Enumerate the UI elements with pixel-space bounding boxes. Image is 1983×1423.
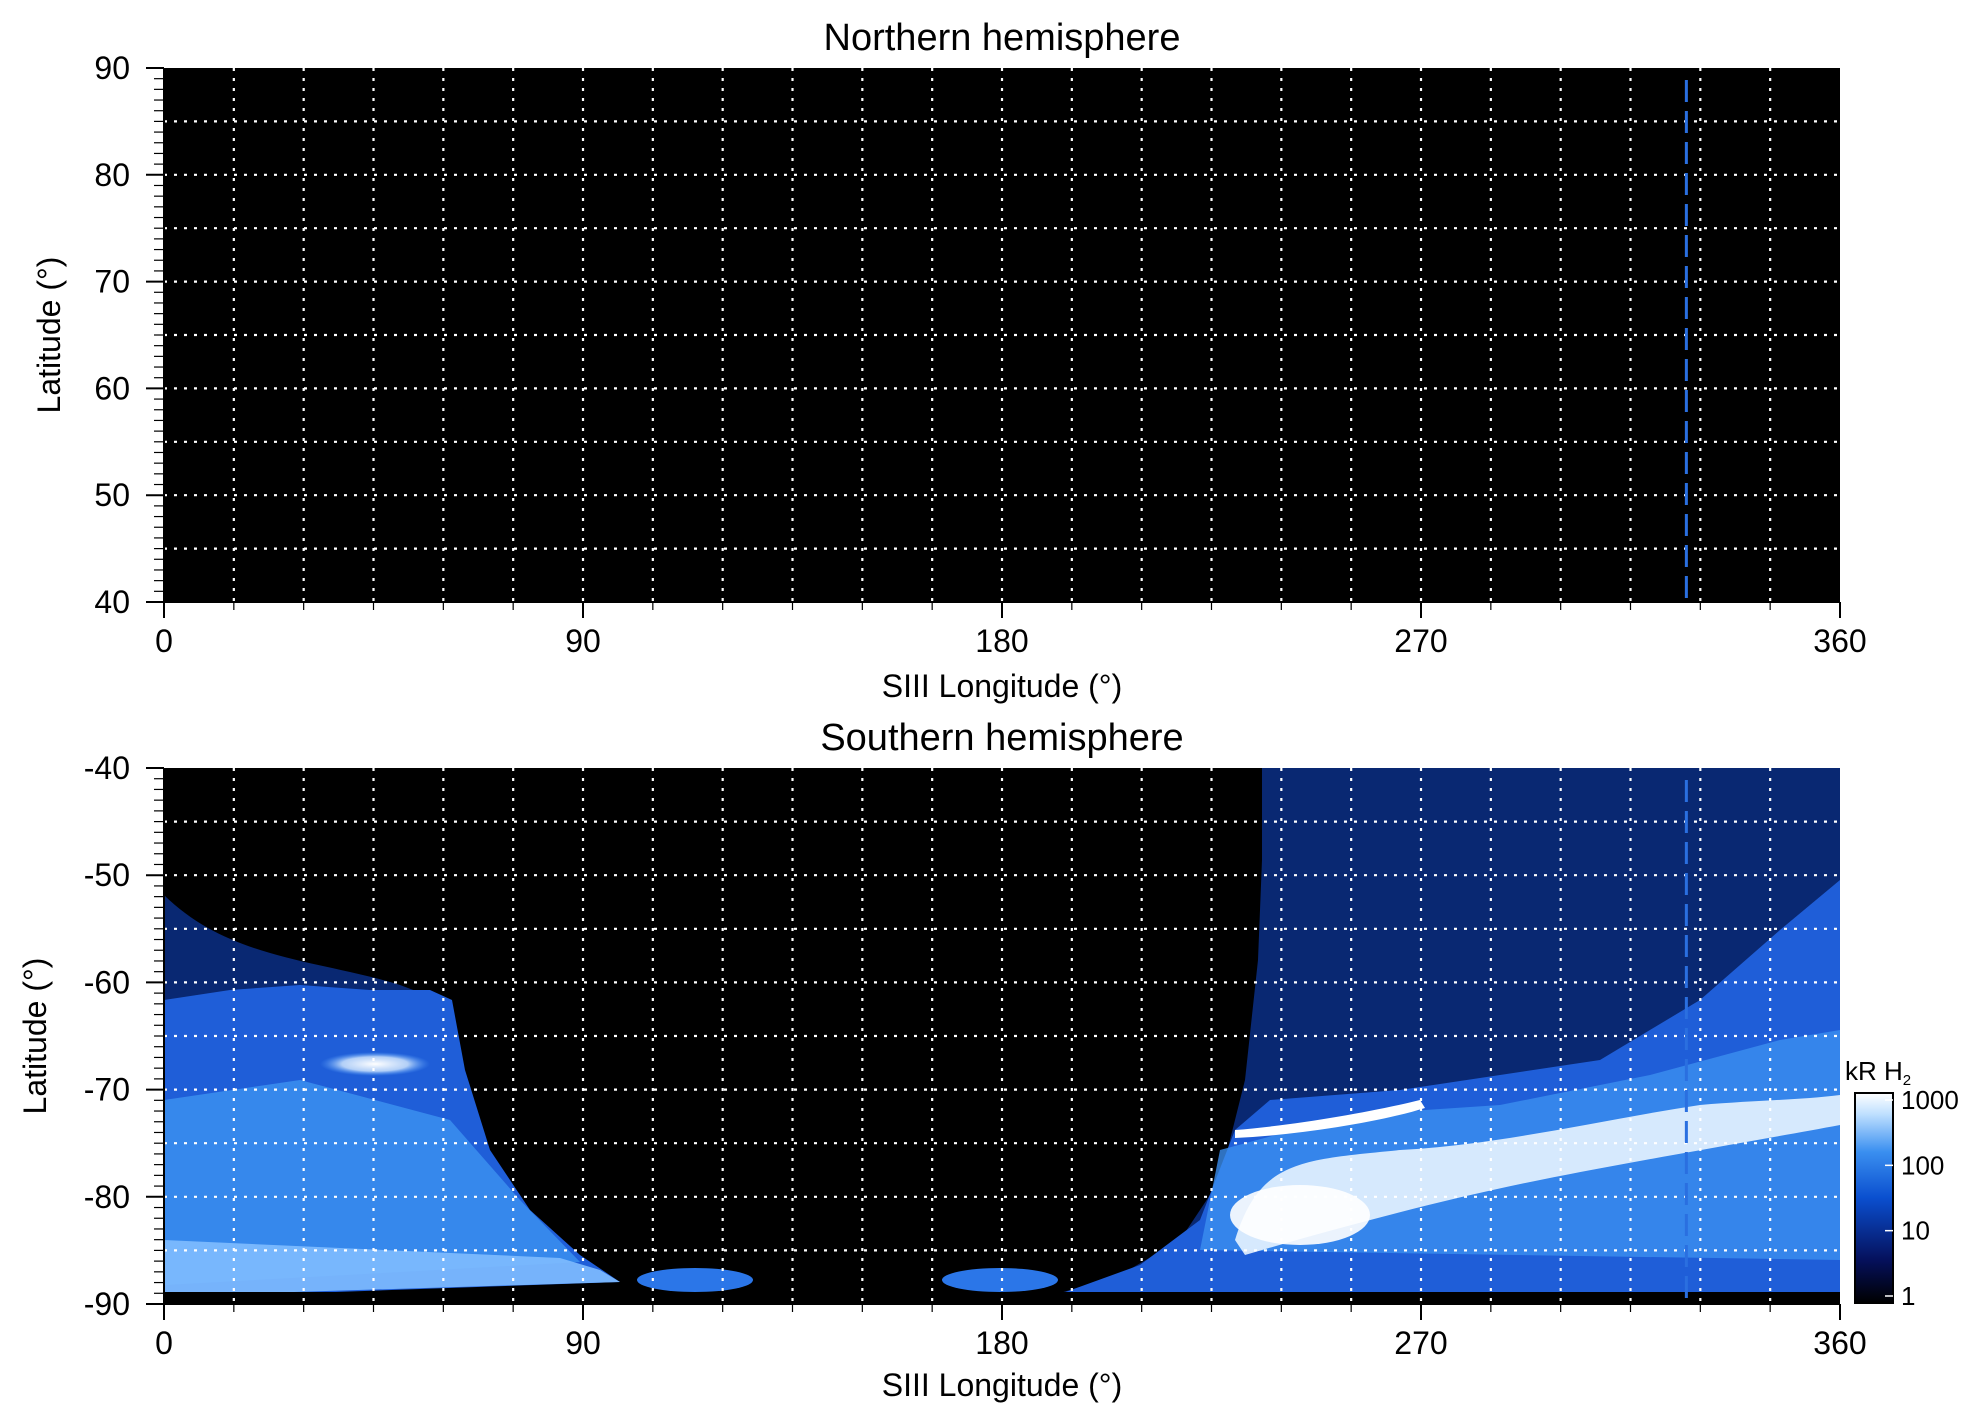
colorbar-ticks: 1000 100 10 1 <box>1885 1085 1959 1311</box>
x-tick-label: 360 <box>1813 623 1866 659</box>
panel-south-emission <box>164 768 1840 1304</box>
y-tick-label: 70 <box>94 264 130 300</box>
x-tick-label: 0 <box>155 1325 173 1361</box>
panel-south-x-axis-title: SIII Longitude (°) <box>882 1367 1122 1403</box>
panel-north-x-tick-labels: 0 90 180 270 360 <box>155 623 1867 659</box>
panel-south: Southern hemisphere -40 -50 -60 -70 -80 -90 0… <box>17 717 1867 1403</box>
panel-north-plot-area <box>164 68 1840 602</box>
y-tick-label: -70 <box>84 1072 130 1108</box>
panel-south-x-tick-labels: 0 90 180 270 360 <box>155 1325 1867 1361</box>
y-tick-label: 50 <box>94 477 130 513</box>
panel-north-title: Northern hemisphere <box>824 17 1181 59</box>
colorbar: kR H2 1000 100 10 1 <box>1845 1056 1959 1311</box>
panel-north-y-tick-labels: 90 80 70 60 50 40 <box>94 50 130 620</box>
y-tick-label: -60 <box>84 964 130 1000</box>
y-tick-label: 40 <box>94 584 130 620</box>
y-tick-label: -40 <box>84 750 130 786</box>
panel-south-title: Southern hemisphere <box>820 717 1183 759</box>
y-tick-label: 60 <box>94 370 130 406</box>
y-tick-label: -90 <box>84 1286 130 1322</box>
x-tick-label: 270 <box>1394 1325 1447 1361</box>
panel-north: Northern hemisphere 90 80 70 60 50 40 0 90 180 2… <box>31 17 1867 704</box>
bright-arc-main <box>1235 1095 1840 1255</box>
colorbar-title: kR H2 <box>1845 1056 1911 1089</box>
colorbar-tick-label: 100 <box>1901 1150 1944 1180</box>
panel-north-y-axis-title: Latitude (°) <box>31 257 67 414</box>
x-tick-label: 0 <box>155 623 173 659</box>
colorbar-gradient <box>1854 1092 1894 1304</box>
x-tick-label: 180 <box>975 623 1028 659</box>
emission-region-left-inner <box>164 1080 580 1285</box>
colorbar-title-main: kR H <box>1845 1056 1903 1086</box>
cusp-right <box>942 1268 1058 1292</box>
y-tick-label: 90 <box>94 50 130 86</box>
colorbar-tick-label: 10 <box>1901 1216 1930 1246</box>
y-tick-label: -50 <box>84 857 130 893</box>
y-tick-label: 80 <box>94 157 130 193</box>
panel-north-x-axis-title: SIII Longitude (°) <box>882 668 1122 704</box>
panel-south-y-tick-labels: -40 -50 -60 -70 -80 -90 <box>84 750 130 1322</box>
panel-south-y-axis-title: Latitude (°) <box>17 958 53 1115</box>
x-tick-label: 360 <box>1813 1325 1866 1361</box>
x-tick-label: 90 <box>565 1325 601 1361</box>
bright-arc-upper <box>1235 1100 1425 1138</box>
cusp-left <box>637 1268 753 1292</box>
panel-north-axis-ticks <box>146 67 1841 618</box>
x-tick-label: 270 <box>1394 623 1447 659</box>
x-tick-label: 90 <box>565 623 601 659</box>
y-tick-label: -80 <box>84 1179 130 1215</box>
x-tick-label: 180 <box>975 1325 1028 1361</box>
colorbar-tick-label: 1 <box>1901 1281 1915 1311</box>
emission-region-left-edge <box>164 1240 620 1296</box>
panel-south-axis-ticks <box>146 767 1841 1320</box>
colorbar-tick-label: 1000 <box>1901 1085 1959 1115</box>
bright-arc-left <box>320 1052 430 1076</box>
bright-core-right <box>1230 1185 1370 1245</box>
colorbar-title-subscript: 2 <box>1903 1072 1911 1089</box>
